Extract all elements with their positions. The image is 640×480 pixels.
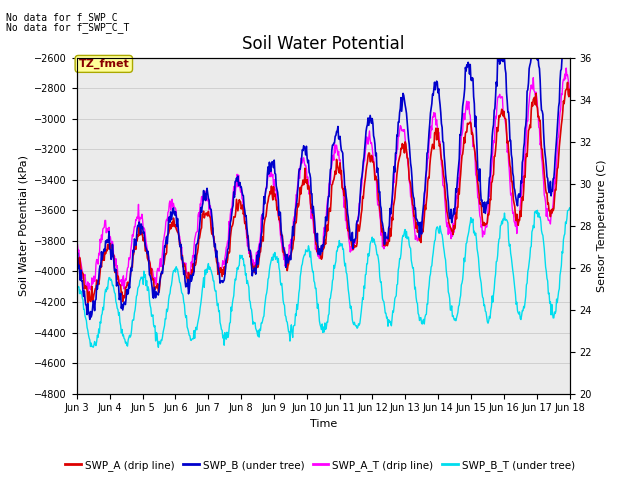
Text: No data for f_SWP_C: No data for f_SWP_C — [6, 12, 118, 23]
Y-axis label: Soil Water Potential (kPa): Soil Water Potential (kPa) — [19, 155, 29, 296]
Legend: SWP_A (drip line), SWP_B (under tree), SWP_A_T (drip line), SWP_B_T (under tree): SWP_A (drip line), SWP_B (under tree), S… — [61, 456, 579, 475]
Y-axis label: Sensor Temperature (C): Sensor Temperature (C) — [597, 159, 607, 292]
Text: No data for f_SWP_C_T: No data for f_SWP_C_T — [6, 22, 130, 33]
Title: Soil Water Potential: Soil Water Potential — [242, 35, 404, 53]
Text: TZ_fmet: TZ_fmet — [79, 59, 129, 69]
X-axis label: Time: Time — [310, 419, 337, 429]
